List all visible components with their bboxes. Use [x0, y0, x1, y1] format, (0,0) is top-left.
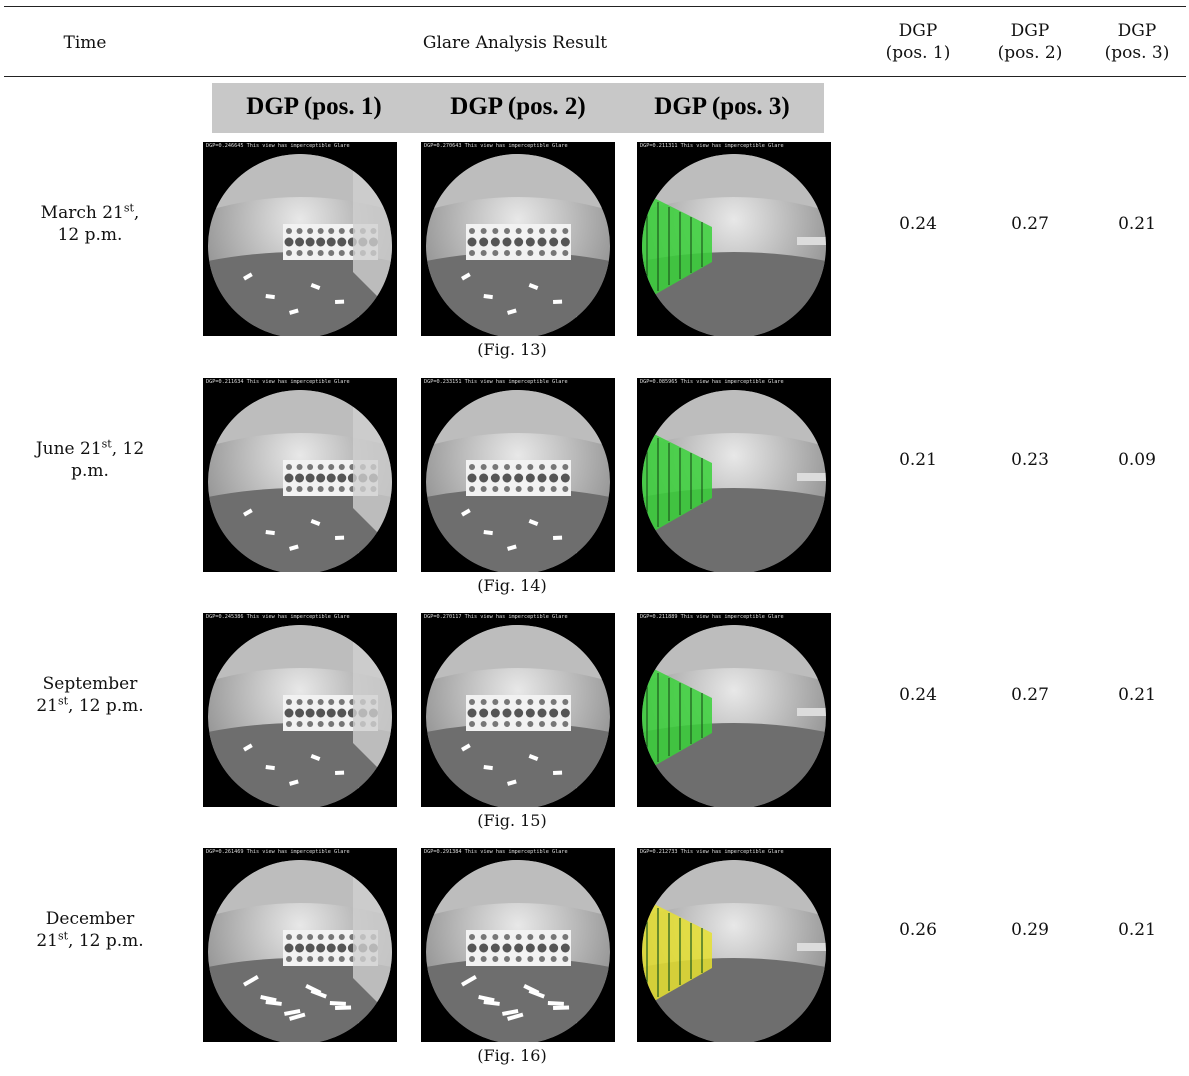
dgp-value-pos3: 0.09 — [1118, 450, 1156, 470]
dgp-value-pos3: 0.21 — [1118, 685, 1156, 705]
dgp-value-pos1: 0.26 — [899, 920, 937, 940]
glare-image-pos2: DGP=0.291384 This view has imperceptible… — [421, 848, 615, 1042]
glare-image-pos2: DGP=0.270117 This view has imperceptible… — [421, 613, 615, 807]
image-dgp-label: DGP=0.291384 This view has imperceptible… — [424, 849, 568, 855]
time-text: , — [133, 203, 140, 223]
glare-image-pos3: DGP=0.212733 This view has imperceptible… — [637, 848, 831, 1042]
image-dgp-label: DGP=0.212733 This view has imperceptible… — [640, 849, 784, 855]
fisheye-render — [642, 390, 826, 572]
time-text: September — [42, 674, 138, 694]
header-glare-result: Glare Analysis Result — [422, 33, 608, 53]
time-text: , 12 p.m. — [68, 931, 144, 951]
time-suffix: st — [123, 201, 134, 215]
image-dgp-label: DGP=0.261469 This view has imperceptible… — [206, 849, 350, 855]
time-text: 21 — [36, 696, 58, 716]
header-dgp-pos2: DGP (pos. 2) — [997, 21, 1063, 63]
figure-caption: (Fig. 13) — [477, 340, 547, 359]
fisheye-render — [426, 154, 610, 336]
row-time: December 21st, 12 p.m. — [0, 908, 180, 952]
banner-pos1: DGP (pos. 1) — [246, 93, 382, 120]
image-dgp-label: DGP=0.211311 This view has imperceptible… — [640, 143, 784, 149]
time-text: p.m. — [71, 461, 109, 481]
time-suffix: st — [57, 694, 69, 708]
fisheye-render — [208, 860, 392, 1042]
glare-image-pos2: DGP=0.233151 This view has imperceptible… — [421, 378, 615, 572]
glare-image-pos3: DGP=0.211311 This view has imperceptible… — [637, 142, 831, 336]
time-text: December — [45, 909, 135, 929]
image-dgp-label: DGP=0.211889 This view has imperceptible… — [640, 614, 784, 620]
glare-image-pos3: DGP=0.211889 This view has imperceptible… — [637, 613, 831, 807]
fisheye-render — [208, 154, 392, 336]
image-dgp-label: DGP=0.233151 This view has imperceptible… — [424, 379, 568, 385]
glare-image-pos2: DGP=0.270643 This view has imperceptible… — [421, 142, 615, 336]
figure-caption: (Fig. 14) — [477, 576, 547, 595]
dgp-value-pos3: 0.21 — [1118, 214, 1156, 234]
image-dgp-label: DGP=0.270643 This view has imperceptible… — [424, 143, 568, 149]
dgp-value-pos1: 0.21 — [899, 450, 937, 470]
banner-pos3: DGP (pos. 3) — [654, 93, 790, 120]
fisheye-render — [208, 390, 392, 572]
time-text: , 12 — [111, 439, 145, 459]
banner-pos2: DGP (pos. 2) — [450, 93, 586, 120]
dgp-value-pos2: 0.27 — [1011, 214, 1049, 234]
fisheye-render — [642, 625, 826, 807]
dgp-value-pos2: 0.27 — [1011, 685, 1049, 705]
fisheye-render — [426, 625, 610, 807]
header-dgp-pos1: DGP (pos. 1) — [885, 21, 951, 63]
time-text: 21 — [36, 931, 58, 951]
glare-image-pos1: DGP=0.246645 This view has imperceptible… — [203, 142, 397, 336]
image-dgp-label: DGP=0.085965 This view has imperceptible… — [640, 379, 784, 385]
fisheye-render — [642, 154, 826, 336]
row-time: September 21st, 12 p.m. — [0, 673, 180, 717]
fisheye-render — [426, 860, 610, 1042]
fisheye-render — [426, 390, 610, 572]
fisheye-render — [208, 625, 392, 807]
glare-image-pos1: DGP=0.245386 This view has imperceptible… — [203, 613, 397, 807]
glare-image-pos1: DGP=0.211634 This view has imperceptible… — [203, 378, 397, 572]
time-text: 12 p.m. — [57, 225, 123, 245]
dgp-value-pos1: 0.24 — [899, 685, 937, 705]
top-rule — [4, 6, 1186, 7]
image-dgp-label: DGP=0.246645 This view has imperceptible… — [206, 143, 350, 149]
time-suffix: st — [101, 437, 112, 451]
dgp-value-pos1: 0.24 — [899, 214, 937, 234]
header-dgp-pos3: DGP (pos. 3) — [1104, 21, 1170, 63]
time-text: March 21 — [40, 203, 124, 223]
figure-caption: (Fig. 16) — [477, 1046, 547, 1065]
time-suffix: st — [57, 929, 69, 943]
figure-caption: (Fig. 15) — [477, 811, 547, 830]
header-rule — [4, 76, 1186, 77]
image-dgp-label: DGP=0.245386 This view has imperceptible… — [206, 614, 350, 620]
row-time: June 21st, 12 p.m. — [0, 438, 180, 482]
fisheye-render — [642, 860, 826, 1042]
time-text: June 21 — [35, 439, 102, 459]
position-banner: DGP (pos. 1) DGP (pos. 2) DGP (pos. 3) — [212, 83, 824, 133]
glare-image-pos1: DGP=0.261469 This view has imperceptible… — [203, 848, 397, 1042]
glare-image-pos3: DGP=0.085965 This view has imperceptible… — [637, 378, 831, 572]
time-text: , 12 p.m. — [68, 696, 144, 716]
row-time: March 21st, 12 p.m. — [0, 202, 180, 246]
image-dgp-label: DGP=0.211634 This view has imperceptible… — [206, 379, 350, 385]
dgp-value-pos3: 0.21 — [1118, 920, 1156, 940]
header-time: Time — [63, 33, 107, 53]
image-dgp-label: DGP=0.270117 This view has imperceptible… — [424, 614, 568, 620]
dgp-value-pos2: 0.23 — [1011, 450, 1049, 470]
dgp-value-pos2: 0.29 — [1011, 920, 1049, 940]
